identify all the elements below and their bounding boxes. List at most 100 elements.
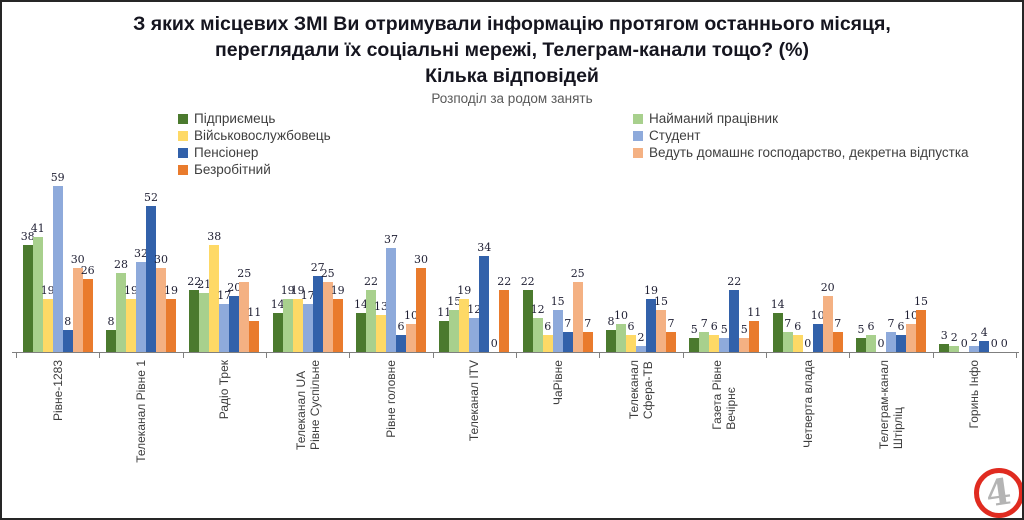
bar — [916, 310, 926, 352]
bar — [449, 310, 460, 352]
legend-swatch-icon — [178, 164, 188, 175]
bar-value-label: 17 — [217, 289, 232, 302]
category-label: Телеканал UA Рівне Суспільне — [293, 360, 322, 450]
bar-value-label: 6 — [397, 320, 405, 333]
title-line-1: З яких місцевих ЗМІ Ви отримували інформ… — [133, 13, 891, 35]
bar-value-label: 17 — [300, 289, 315, 302]
bar-value-label: 30 — [414, 253, 428, 266]
category-label-cell: Телеканал Сфера-ТВ — [599, 360, 682, 492]
legend-item: Безробітний — [178, 161, 331, 178]
category-label-cell: Газета Рівне Вечірнє — [683, 360, 766, 492]
bar-value-label: 15 — [914, 295, 928, 308]
category-label: Телеканал ITV — [467, 360, 482, 442]
bar — [822, 296, 833, 352]
bar — [406, 324, 416, 352]
bar — [562, 332, 573, 352]
axis-tick — [16, 353, 17, 358]
bar-value-label: 30 — [70, 253, 85, 266]
axis-tick — [99, 353, 101, 358]
bar-value-label: 22 — [497, 275, 512, 288]
bar — [209, 245, 220, 352]
bar — [292, 299, 303, 352]
bar — [606, 330, 616, 352]
bar-value-label: 15 — [550, 295, 565, 308]
bar — [439, 321, 450, 352]
bar-value-label: 8 — [607, 315, 615, 328]
bar-value-label: 32 — [134, 247, 148, 260]
legend-label: Найманий працівник — [649, 111, 779, 126]
bar — [969, 346, 980, 352]
bar — [782, 332, 793, 352]
bar-value-label: 8 — [107, 315, 115, 328]
category-label: Газета Рівне Вечірнє — [710, 360, 739, 430]
bar — [906, 324, 916, 352]
bar — [646, 299, 656, 352]
axis-tick — [1016, 353, 1017, 358]
category-label-cell: Рівне-1283 — [16, 360, 99, 492]
bar-value-label: 0 — [1000, 337, 1008, 350]
bar — [572, 282, 583, 352]
legend-item: Військовослужбовець — [178, 127, 331, 144]
bar — [832, 332, 843, 352]
bar-value-label: 6 — [897, 320, 905, 333]
bar-value-label: 0 — [804, 337, 812, 350]
category-label: Телеканал Рівне 1 — [133, 360, 148, 463]
chart-subtitle: Розподіл за родом занять — [431, 91, 593, 106]
bar-value-label: 5 — [690, 323, 698, 336]
bar — [626, 335, 636, 352]
category-label: Телеканал Сфера-ТВ — [626, 360, 655, 420]
legend-label: Пенсіонер — [194, 145, 259, 160]
bar-value-label: 0 — [960, 337, 968, 350]
bar-value-label: 5 — [857, 323, 865, 336]
category-label-cell: Четверта влада — [766, 360, 849, 492]
legend-swatch-icon — [633, 147, 643, 158]
bar-value-label: 38 — [207, 230, 222, 243]
bar-value-label: 4 — [980, 326, 988, 339]
bar-value-label: 22 — [520, 275, 535, 288]
axis-tick — [516, 353, 517, 358]
legend-item: Підприємець — [178, 110, 331, 127]
bar — [249, 321, 260, 352]
bar — [386, 248, 396, 352]
bar-value-label: 19 — [124, 284, 138, 297]
bar-value-label: 15 — [654, 295, 668, 308]
legend-item: Найманий працівник — [633, 110, 969, 127]
bar-value-label: 19 — [457, 284, 472, 297]
bar — [312, 276, 323, 352]
bar — [332, 299, 343, 352]
bar — [939, 344, 950, 352]
bar — [469, 318, 480, 352]
bar — [146, 206, 156, 352]
bar-value-label: 7 — [784, 317, 792, 330]
bar — [689, 338, 700, 352]
category-label: Телеграм-канал Штірліц — [876, 360, 905, 450]
legend-swatch-icon — [633, 113, 643, 124]
bar — [866, 335, 876, 352]
bar — [199, 293, 210, 352]
bar — [126, 299, 136, 352]
legend-swatch-icon — [178, 130, 188, 141]
bar — [949, 346, 960, 352]
bar — [532, 318, 543, 352]
bar-value-label: 52 — [144, 191, 158, 204]
legend-label: Військовослужбовець — [194, 128, 331, 143]
bar — [356, 313, 366, 352]
bar — [156, 268, 166, 352]
bar-value-label: 7 — [834, 317, 842, 330]
bar — [282, 299, 293, 352]
bar-value-label: 7 — [700, 317, 708, 330]
category-label-cell: Телеканал Рівне 1 — [99, 360, 182, 492]
bar — [239, 282, 250, 352]
bar — [542, 335, 553, 352]
bar-value-label: 22 — [364, 275, 378, 288]
bar — [136, 262, 146, 352]
bar-value-label: 19 — [164, 284, 178, 297]
bar-value-label: 0 — [990, 337, 998, 350]
bar — [106, 330, 116, 352]
bar-value-label: 11 — [747, 306, 762, 319]
bar — [272, 313, 283, 352]
legend-swatch-icon — [178, 113, 188, 124]
bar — [552, 310, 563, 352]
bar-value-label: 6 — [627, 320, 635, 333]
bar-value-label: 19 — [290, 284, 305, 297]
